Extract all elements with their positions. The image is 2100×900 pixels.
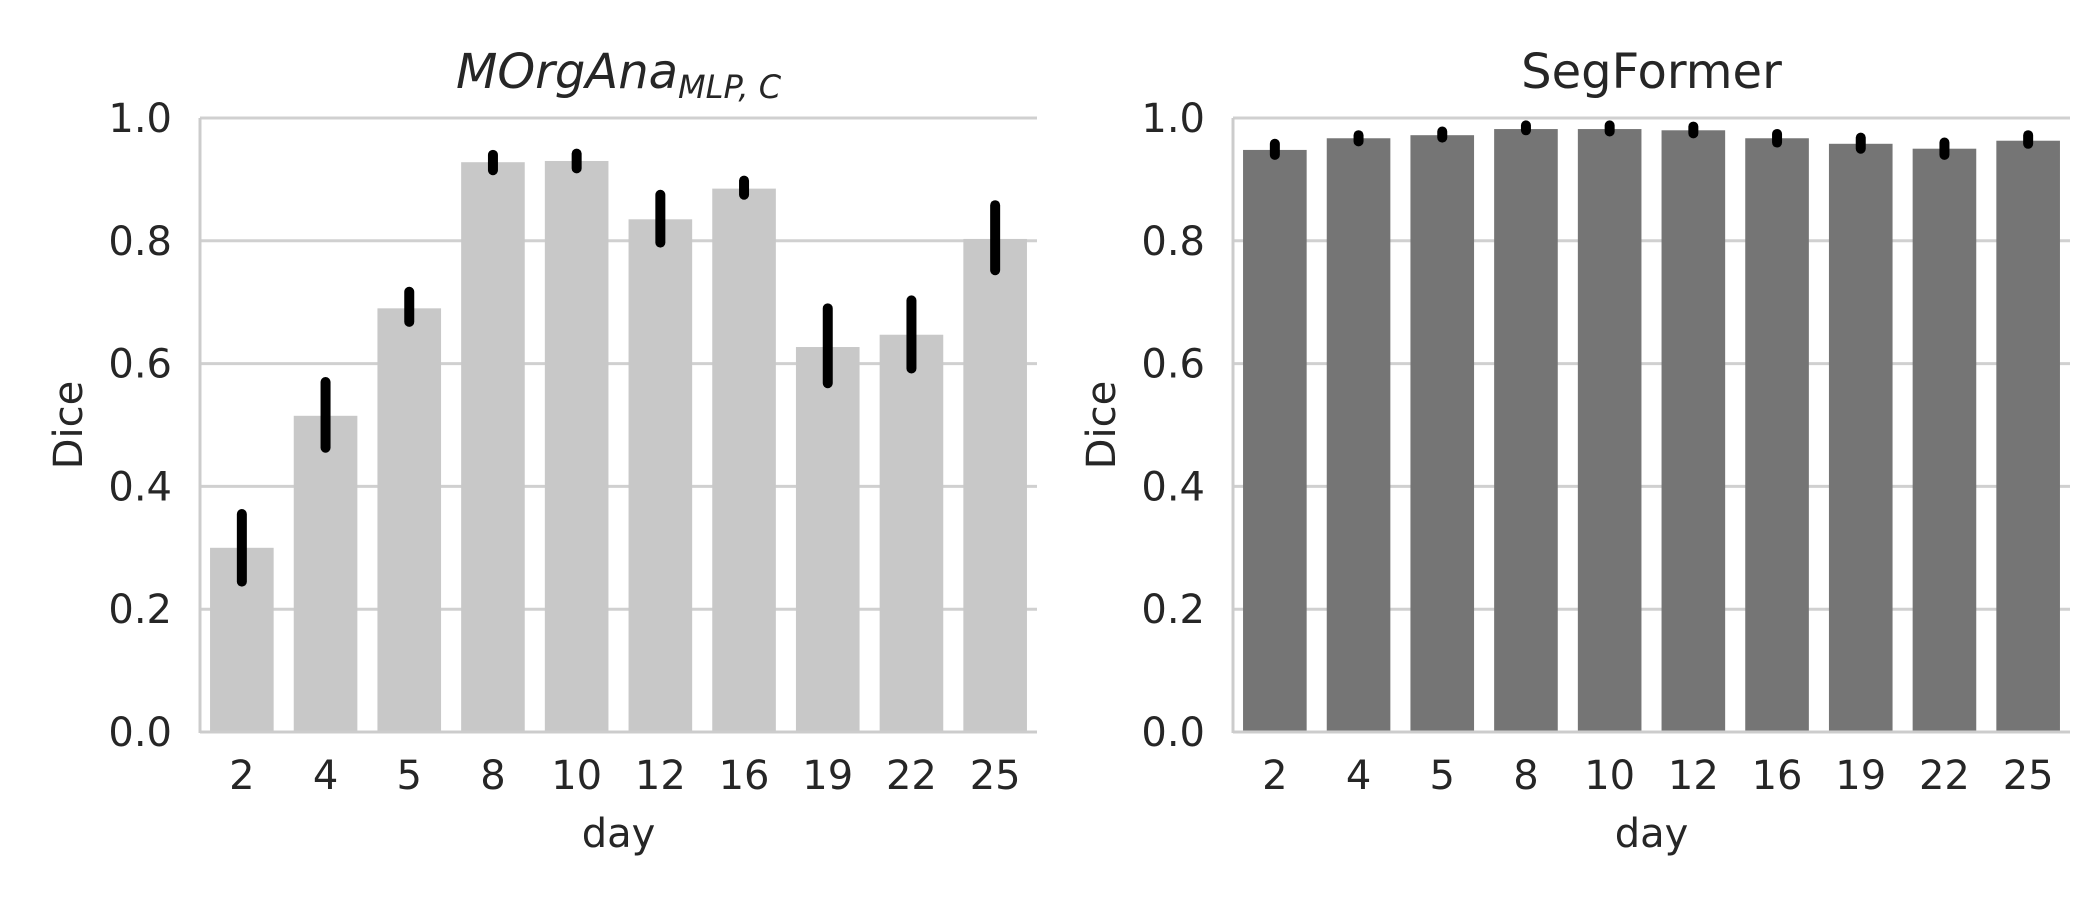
- chart-title: SegFormer: [1521, 44, 1782, 100]
- x-tick-label: 4: [1346, 753, 1371, 799]
- x-tick-label: 8: [1513, 753, 1538, 799]
- bar: [1661, 130, 1726, 732]
- y-tick-label: 0.0: [1141, 710, 1205, 756]
- bar: [963, 238, 1027, 732]
- x-tick-label: 2: [1262, 753, 1287, 799]
- bar: [1912, 148, 1977, 732]
- x-tick-label: 25: [970, 753, 1021, 799]
- bar: [1828, 143, 1893, 733]
- x-tick-label: 12: [1668, 753, 1719, 799]
- y-tick-label: 0.2: [1141, 587, 1205, 633]
- y-tick-label: 0.4: [108, 464, 172, 510]
- bar: [1243, 149, 1307, 733]
- y-tick-label: 1.0: [108, 96, 172, 142]
- x-tick-label: 2: [229, 753, 254, 799]
- x-tick-label: 5: [1430, 753, 1455, 799]
- bar: [1577, 129, 1642, 732]
- bar: [795, 347, 860, 732]
- y-tick-label: 0.0: [108, 710, 172, 756]
- y-tick-label: 1.0: [1141, 96, 1205, 142]
- bar: [1410, 135, 1475, 732]
- x-tick-label: 4: [313, 753, 338, 799]
- x-tick-label: 16: [1752, 753, 1803, 799]
- y-axis-label: Dice: [1079, 381, 1125, 470]
- bar: [628, 219, 693, 732]
- bar: [461, 162, 525, 732]
- x-tick-label: 8: [480, 753, 505, 799]
- x-tick-label: 22: [1919, 753, 1970, 799]
- y-axis-label: Dice: [46, 381, 92, 470]
- x-axis-label: day: [1615, 811, 1689, 857]
- bar: [879, 334, 944, 732]
- x-tick-label: 16: [719, 753, 770, 799]
- y-tick-label: 0.8: [1141, 219, 1205, 265]
- x-tick-label: 22: [886, 753, 937, 799]
- bar: [1745, 138, 1809, 733]
- chart-title-main: MOrgAna: [456, 44, 678, 100]
- bar: [293, 415, 358, 732]
- x-tick-label: 10: [1584, 753, 1635, 799]
- y-tick-label: 0.4: [1141, 464, 1205, 510]
- chart-panel-2: 0.0 0.2 0.4 0.6 0.8 1.0 2 4 5 8 10 12 16 19 22 25 day Dic…: [1079, 44, 2070, 857]
- bar: [377, 308, 442, 732]
- bar: [712, 188, 776, 733]
- x-tick-label: 25: [2003, 753, 2054, 799]
- x-tick-label: 19: [1835, 753, 1886, 799]
- y-tick-label: 0.6: [1141, 342, 1205, 388]
- chart-title-main: SegFormer: [1521, 44, 1782, 100]
- bar: [1494, 129, 1558, 732]
- y-tick-label: 0.8: [108, 219, 172, 265]
- x-tick-label: 10: [551, 753, 602, 799]
- x-tick-label: 19: [802, 753, 853, 799]
- bar: [1326, 138, 1391, 733]
- bar: [544, 160, 609, 733]
- x-axis-label: day: [582, 811, 656, 857]
- y-tick-label: 0.2: [108, 587, 172, 633]
- bar: [1996, 140, 2060, 732]
- x-tick-label: 12: [635, 753, 686, 799]
- chart-panel-1: 0.0 0.2 0.4 0.6 0.8 1.0 2 4 5 8 10 12 16 19 22 25 day Dic…: [46, 44, 1037, 857]
- y-tick-label: 0.6: [108, 342, 172, 388]
- x-tick-label: 5: [397, 753, 422, 799]
- chart-title-subscript: MLP, C: [678, 68, 782, 106]
- chart-title: MOrgAnaMLP, C: [456, 44, 782, 106]
